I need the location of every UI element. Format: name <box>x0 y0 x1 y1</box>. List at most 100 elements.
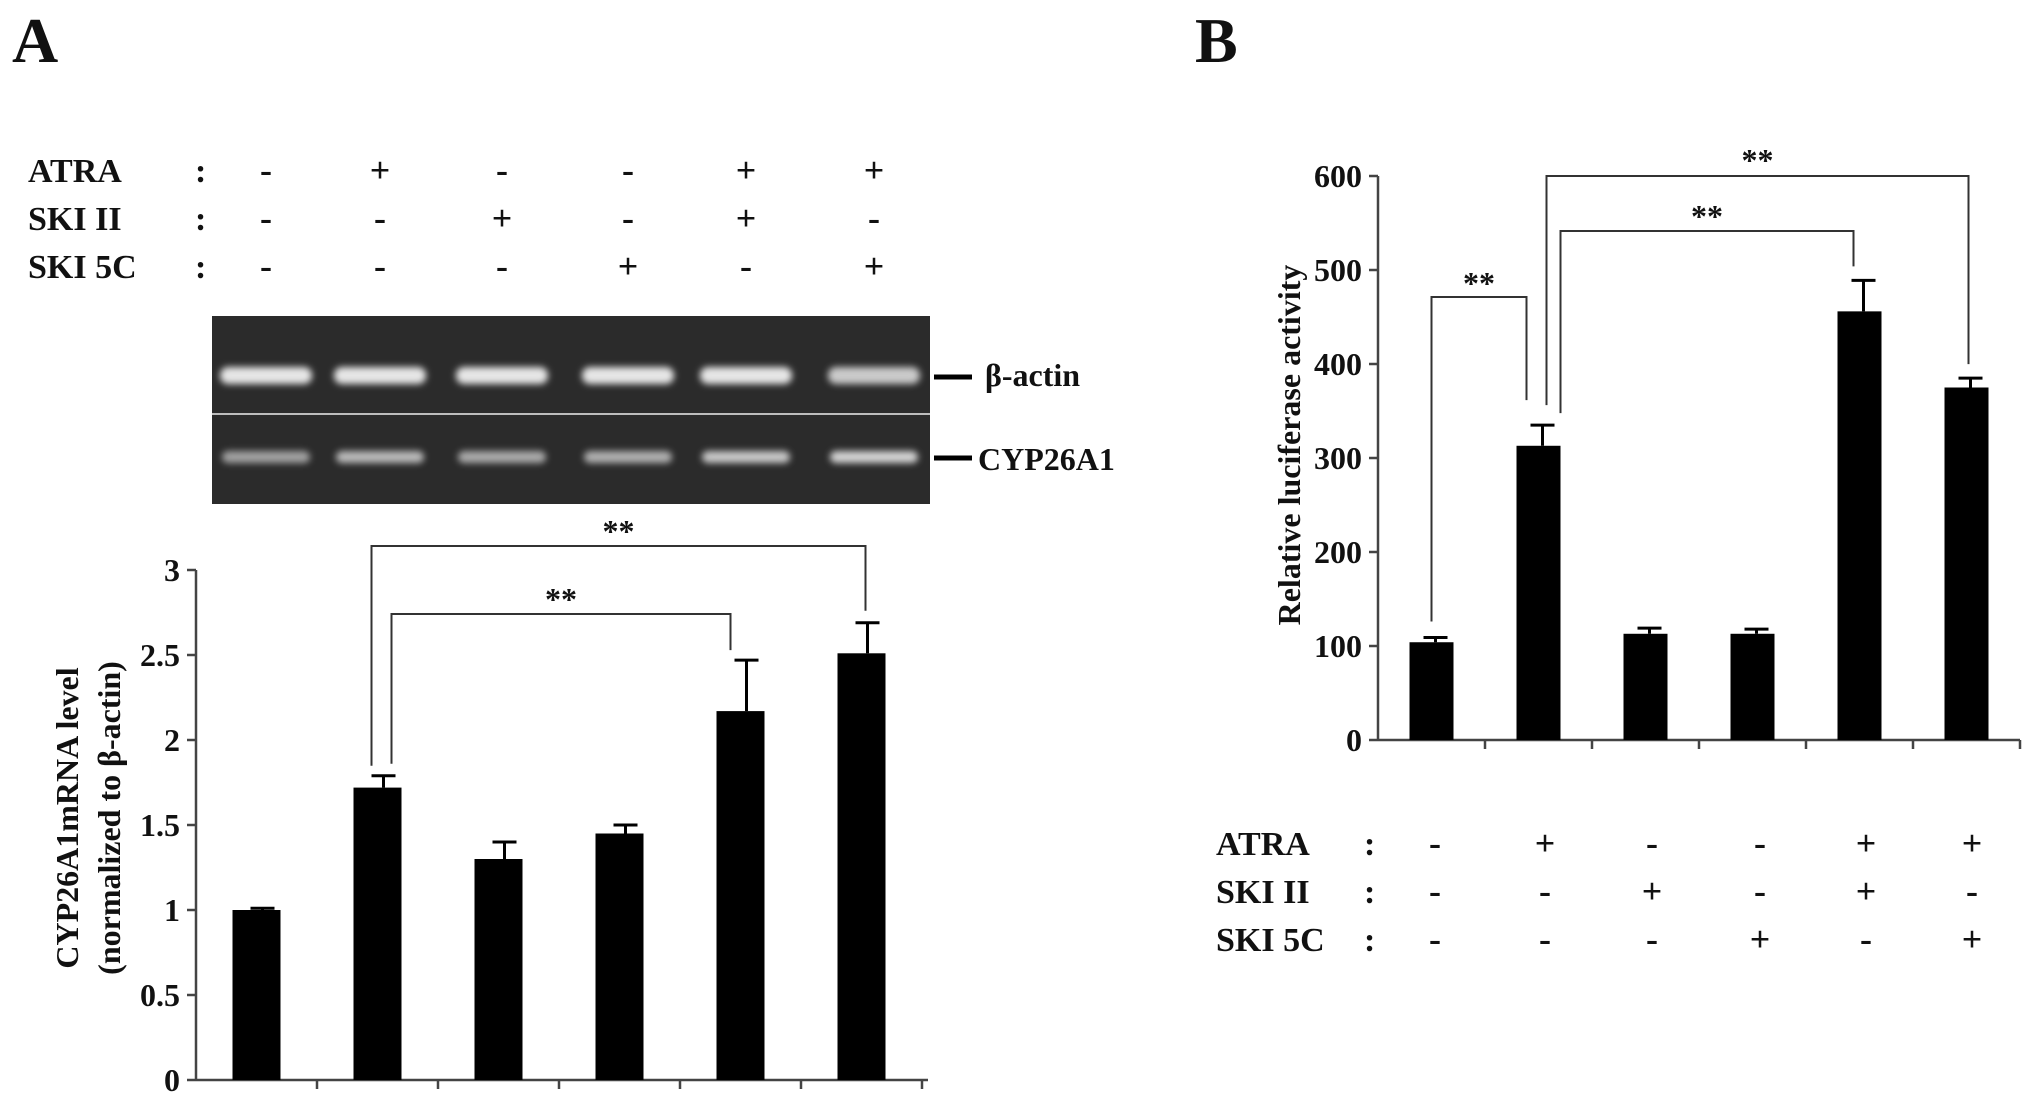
gel-band-beta-actin <box>220 367 312 384</box>
bar <box>595 833 644 1080</box>
condition-separator: : <box>1364 826 1375 863</box>
y-tick-label: 200 <box>1314 534 1362 570</box>
bar <box>1623 633 1668 740</box>
condition-sign: + <box>864 246 885 286</box>
condition-sign: - <box>740 246 752 286</box>
significance-bracket <box>370 545 867 766</box>
condition-sign: + <box>370 150 391 190</box>
significance-label: ** <box>1691 198 1723 234</box>
significance-label: ** <box>1463 265 1495 301</box>
condition-sign: + <box>736 150 757 190</box>
condition-sign: - <box>1429 919 1441 959</box>
y-tick-label: 1 <box>164 892 180 928</box>
condition-sign: - <box>260 246 272 286</box>
bar <box>1730 633 1775 740</box>
condition-sign: + <box>1856 871 1877 911</box>
significance-label: ** <box>603 513 635 549</box>
y-tick-label: 400 <box>1314 346 1362 382</box>
y-axis-title-a-line2: (normalized to β-actin) <box>91 661 127 975</box>
significance-bracket <box>1545 175 1970 406</box>
condition-sign: - <box>622 150 634 190</box>
condition-sign: - <box>1539 871 1551 911</box>
condition-separator: : <box>195 249 206 286</box>
panel-a-chart: 0 0.5 1 1.5 2 2.5 3 ** ** CYP26A1mRNA level (nor… <box>49 513 928 1098</box>
condition-separator: : <box>195 201 206 238</box>
panel-b-condition-table: ATRA SKI II SKI 5C : : : - + - - + + - - + - + - - - -… <box>1216 823 1982 959</box>
y-tick-label: 0 <box>1346 722 1362 758</box>
condition-sign: + <box>864 150 885 190</box>
condition-label-ski-5c: SKI 5C <box>1216 922 1325 959</box>
band-label-beta-actin: β-actin <box>985 357 1080 393</box>
condition-sign: + <box>1750 919 1771 959</box>
condition-sign: - <box>496 150 508 190</box>
gel-band-beta-actin <box>334 367 426 384</box>
gel-band-cyp26a1 <box>584 451 672 463</box>
condition-sign: + <box>1856 823 1877 863</box>
y-tick-label: 0 <box>164 1062 180 1098</box>
condition-label-ski-5c: SKI 5C <box>28 249 137 286</box>
condition-sign: - <box>1966 871 1978 911</box>
significance-bracket <box>390 613 732 764</box>
bar <box>1409 642 1454 740</box>
gel-band-beta-actin <box>700 367 792 384</box>
gel-band-beta-actin <box>828 367 920 384</box>
gel-band-cyp26a1 <box>336 451 424 463</box>
gel-background <box>212 316 930 504</box>
y-tick-label: 2 <box>164 722 180 758</box>
condition-separator: : <box>1364 874 1375 911</box>
condition-sign: + <box>618 246 639 286</box>
condition-sign: - <box>1754 871 1766 911</box>
significance-label: ** <box>1742 142 1774 178</box>
condition-sign: + <box>492 198 513 238</box>
gel-band-cyp26a1 <box>702 451 790 463</box>
significance-label: ** <box>545 581 577 617</box>
bar <box>353 787 402 1080</box>
gel-band-cyp26a1 <box>830 451 918 463</box>
y-tick-label: 2.5 <box>140 637 180 673</box>
y-tick-label: 300 <box>1314 440 1362 476</box>
condition-sign: - <box>1429 871 1441 911</box>
y-tick-label: 0.5 <box>140 977 180 1013</box>
condition-sign: - <box>622 198 634 238</box>
band-label-cyp26a1: CYP26A1 <box>978 441 1115 477</box>
bar <box>232 910 281 1080</box>
condition-sign: + <box>1642 871 1663 911</box>
condition-sign: - <box>1754 823 1766 863</box>
bar <box>474 859 523 1080</box>
y-tick-label: 500 <box>1314 252 1362 288</box>
y-tick-label: 1.5 <box>140 807 180 843</box>
y-axis-title-b: Relative luciferase activity <box>1271 265 1307 626</box>
condition-sign: - <box>1429 823 1441 863</box>
bar <box>837 653 886 1080</box>
condition-sign: + <box>1962 823 1983 863</box>
y-axis-title-a: CYP26A1mRNA level <box>49 667 85 968</box>
bar <box>716 711 765 1080</box>
panel-a-condition-table: ATRA SKI II SKI 5C : : : - + - - + + - - + - + - - - -… <box>28 150 884 286</box>
y-tick-label: 3 <box>164 552 180 588</box>
condition-sign: - <box>374 246 386 286</box>
y-tick-label: 100 <box>1314 628 1362 664</box>
significance-bracket <box>1430 296 1528 622</box>
condition-sign: - <box>496 246 508 286</box>
gel-band-cyp26a1 <box>222 451 310 463</box>
gel-band-beta-actin <box>582 367 674 384</box>
condition-separator: : <box>1364 922 1375 959</box>
condition-label-atra: ATRA <box>28 153 122 190</box>
condition-sign: + <box>1535 823 1556 863</box>
condition-sign: - <box>1860 919 1872 959</box>
condition-sign: - <box>868 198 880 238</box>
gel-band-cyp26a1 <box>458 451 546 463</box>
condition-sign: - <box>260 198 272 238</box>
significance-bracket <box>1559 230 1855 414</box>
condition-sign: - <box>374 198 386 238</box>
condition-sign: - <box>260 150 272 190</box>
y-tick-label: 600 <box>1314 158 1362 194</box>
condition-label-ski-ii: SKI II <box>1216 874 1310 911</box>
condition-sign: - <box>1539 919 1551 959</box>
panel-b-chart: 0 100 200 300 400 500 600 ** ** ** Relative lucif… <box>1271 142 2022 758</box>
condition-separator: : <box>195 153 206 190</box>
condition-sign: + <box>1962 919 1983 959</box>
condition-label-atra: ATRA <box>1216 826 1310 863</box>
condition-sign: - <box>1646 919 1658 959</box>
